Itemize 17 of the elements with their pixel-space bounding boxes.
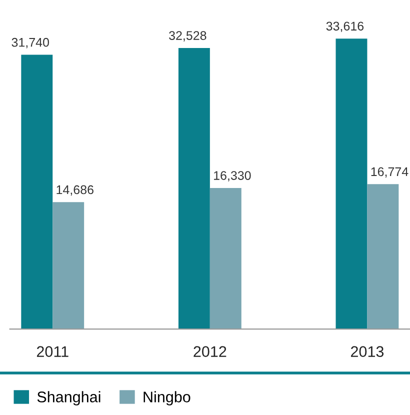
data-label: 14,686 xyxy=(56,185,94,196)
data-label: 31,740 xyxy=(12,38,49,48)
legend-label: Ningbo xyxy=(144,391,190,406)
bar xyxy=(210,188,242,330)
x-tick-label: 2012 xyxy=(194,346,226,357)
bar xyxy=(21,54,53,330)
data-label: 16,330 xyxy=(214,171,251,182)
bar xyxy=(52,202,84,330)
data-label: 33,616 xyxy=(326,22,364,32)
bar xyxy=(367,184,399,330)
bar xyxy=(336,38,368,330)
x-tick-label: 2011 xyxy=(36,346,68,357)
x-tick-label: 2013 xyxy=(350,346,384,357)
legend-label: Shanghai xyxy=(37,391,100,406)
bar xyxy=(178,48,210,330)
data-label: 16,774 xyxy=(371,167,408,178)
data-label: 32,528 xyxy=(169,31,206,42)
